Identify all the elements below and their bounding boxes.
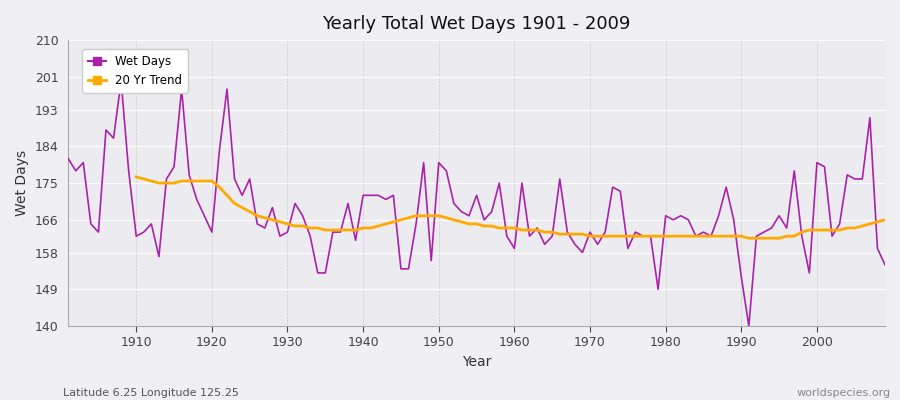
Legend: Wet Days, 20 Yr Trend: Wet Days, 20 Yr Trend (82, 49, 188, 92)
Title: Yearly Total Wet Days 1901 - 2009: Yearly Total Wet Days 1901 - 2009 (322, 15, 631, 33)
Text: Latitude 6.25 Longitude 125.25: Latitude 6.25 Longitude 125.25 (63, 388, 238, 398)
Y-axis label: Wet Days: Wet Days (15, 150, 29, 216)
Text: worldspecies.org: worldspecies.org (796, 388, 891, 398)
X-axis label: Year: Year (462, 355, 491, 369)
